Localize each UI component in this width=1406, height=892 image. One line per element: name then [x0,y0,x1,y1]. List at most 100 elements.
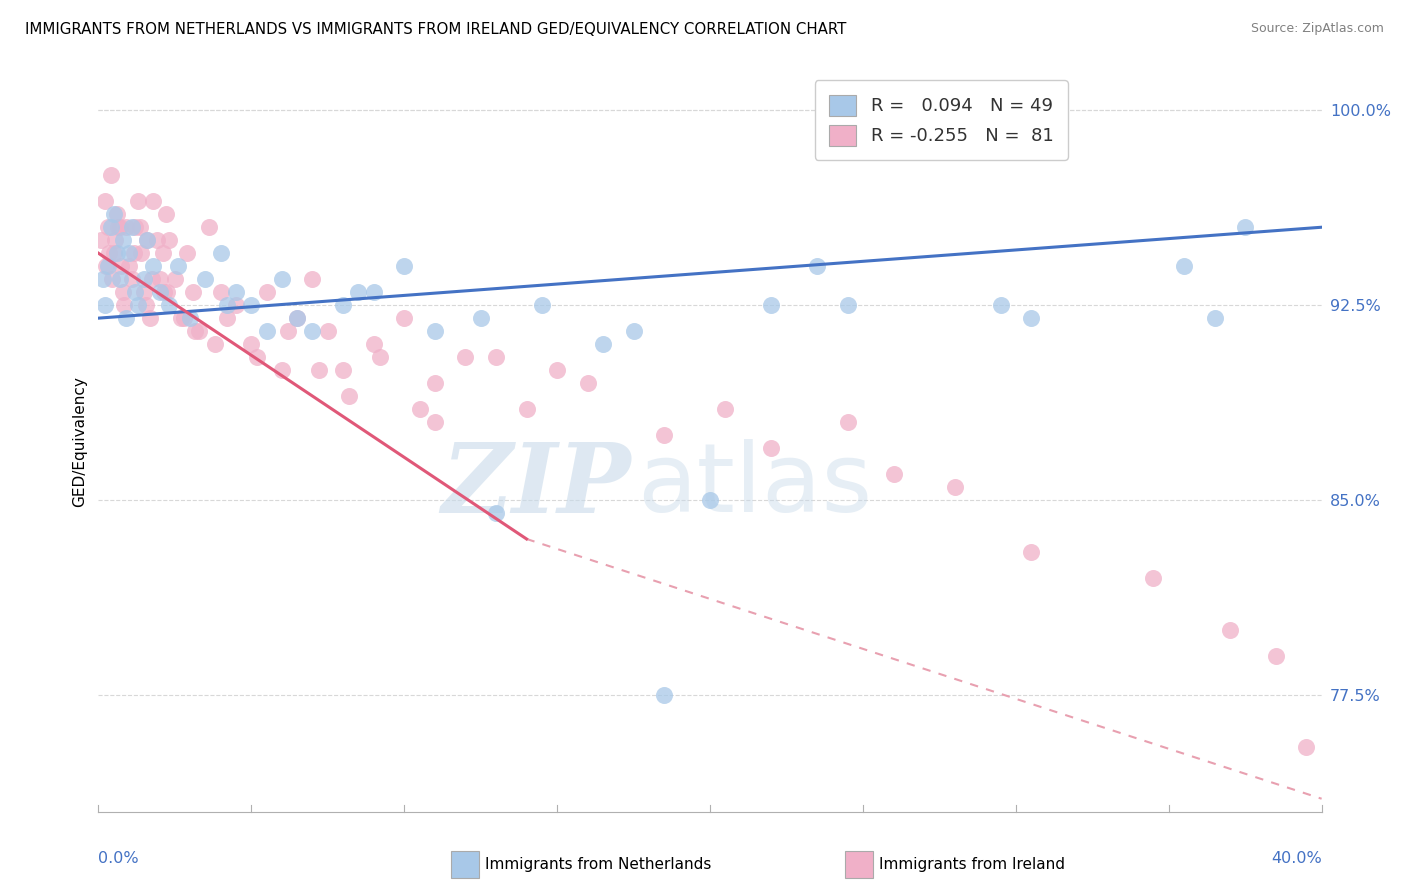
Point [392,311,416,326]
Text: Source: ZipAtlas.com: Source: ZipAtlas.com [1250,22,1384,36]
Point [347,285,370,300]
Point [122,246,145,260]
Text: Immigrants from Ireland: Immigrants from Ireland [879,857,1064,871]
Text: atlas: atlas [637,440,872,533]
Point [256,324,278,338]
Point [806,259,828,273]
Point [107,220,129,235]
Point [530,298,553,312]
Point [142,194,165,209]
Point [167,259,190,273]
Point [153,285,176,300]
Point [176,246,198,260]
Point [1204,311,1226,326]
Point [408,402,430,417]
Point [115,220,138,235]
Point [301,272,323,286]
Point [423,324,446,338]
Point [215,298,238,312]
Point [118,259,141,273]
Point [485,506,508,520]
Point [181,285,204,300]
Point [127,194,149,209]
Point [118,246,141,260]
Point [270,272,294,286]
Point [592,337,614,351]
Text: IMMIGRANTS FROM NETHERLANDS VS IMMIGRANTS FROM IRELAND GED/EQUIVALENCY CORRELATI: IMMIGRANTS FROM NETHERLANDS VS IMMIGRANT… [25,22,846,37]
Point [1142,571,1164,585]
Point [332,363,354,377]
Point [714,402,737,417]
Point [837,415,859,429]
Point [883,467,905,481]
Point [240,337,263,351]
Point [204,337,226,351]
Point [623,324,645,338]
Point [94,259,117,273]
Point [91,272,114,286]
Point [145,233,167,247]
Point [332,298,354,312]
Point [127,298,149,312]
Point [301,324,323,338]
Point [761,298,783,312]
Point [129,246,152,260]
Point [104,233,127,247]
Point [136,233,159,247]
Point [423,376,446,390]
Point [105,246,128,260]
Point [485,350,508,364]
Point [101,272,124,286]
Point [761,441,783,455]
Point [139,311,162,326]
Point [170,311,193,326]
Point [108,220,131,235]
Point [1173,259,1195,273]
Point [112,298,135,312]
Point [108,272,131,286]
Point [652,688,675,702]
Point [121,272,143,286]
Point [576,376,599,390]
Point [134,285,156,300]
Point [337,389,360,403]
Point [225,298,247,312]
Point [363,285,385,300]
Point [368,350,391,364]
Point [141,272,163,286]
Point [990,298,1012,312]
Point [93,194,115,209]
Point [155,207,177,221]
Point [103,246,125,260]
Point [152,246,174,260]
Point [943,480,966,494]
Point [110,259,132,273]
Point [215,311,238,326]
Point [124,220,146,235]
Point [97,259,120,273]
Point [149,272,172,286]
Point [103,207,125,221]
Point [209,246,232,260]
Point [93,298,115,312]
Point [111,285,134,300]
Text: 40.0%: 40.0% [1271,851,1322,866]
Point [121,220,143,235]
Text: 0.0%: 0.0% [98,851,139,866]
Point [124,285,146,300]
Legend: R =   0.094   N = 49, R = -0.255   N =  81: R = 0.094 N = 49, R = -0.255 N = 81 [815,80,1069,160]
Point [156,285,179,300]
Point [142,259,165,273]
Point [194,272,217,286]
Point [837,298,859,312]
Point [256,285,278,300]
Point [173,311,195,326]
Point [470,311,492,326]
Point [240,298,263,312]
Point [1234,220,1257,235]
Point [1019,311,1042,326]
Text: Immigrants from Netherlands: Immigrants from Netherlands [485,857,711,871]
Point [135,298,157,312]
Point [184,324,207,338]
Point [134,272,156,286]
